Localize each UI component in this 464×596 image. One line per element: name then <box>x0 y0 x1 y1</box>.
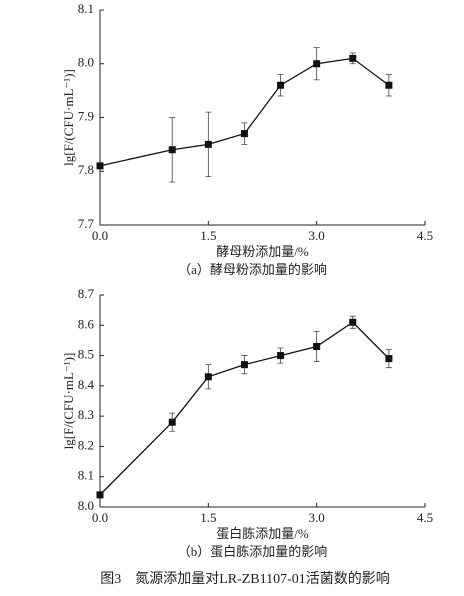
marker <box>277 81 285 89</box>
x-axis-label: 酵母粉添加量/% <box>216 244 309 259</box>
marker <box>96 491 104 499</box>
marker <box>313 60 321 68</box>
line <box>99 321 390 496</box>
x-tick-label: 4.5 <box>417 510 433 525</box>
x-tick-label: 0.0 <box>92 228 108 243</box>
line <box>99 57 390 167</box>
y-tick-label: 7.7 <box>78 216 95 231</box>
marker <box>240 130 248 138</box>
marker <box>240 361 248 369</box>
y-tick-label: 8.2 <box>78 437 94 452</box>
y-tick-label: 8.1 <box>78 1 94 16</box>
marker <box>96 162 104 170</box>
x-tick-label: 1.5 <box>200 510 216 525</box>
y-tick-label: 8.5 <box>78 347 94 362</box>
marker <box>313 342 321 350</box>
marker <box>204 140 212 148</box>
y-tick-label: 7.8 <box>78 162 94 177</box>
y-tick-label: 7.9 <box>78 108 94 123</box>
y-tick-label: 8.6 <box>78 316 95 331</box>
marker <box>385 81 393 89</box>
y-tick-label: 8.0 <box>78 498 94 513</box>
marker <box>168 146 176 154</box>
x-tick-label: 0.0 <box>92 510 108 525</box>
subcaption: （b）蛋白胨添加量的影响 <box>178 544 328 559</box>
marker <box>385 355 393 363</box>
y-tick-label: 8.7 <box>78 286 95 301</box>
x-tick-label: 4.5 <box>417 228 433 243</box>
marker <box>349 318 357 326</box>
y-axis-label: lg[F/(CFU·mL⁻¹)] <box>61 69 76 166</box>
y-tick-label: 8.4 <box>78 377 95 392</box>
y-axis-label: lg[F/(CFU·mL⁻¹)] <box>61 353 76 450</box>
y-tick-label: 8.0 <box>78 55 94 70</box>
subcaption: （a）酵母粉添加量的影响 <box>178 262 327 277</box>
x-tick-label: 3.0 <box>309 228 325 243</box>
x-axis-label: 蛋白胨添加量/% <box>216 526 309 541</box>
x-tick-label: 1.5 <box>200 228 216 243</box>
x-tick-label: 3.0 <box>309 510 325 525</box>
y-tick-label: 8.1 <box>78 468 94 483</box>
y-tick-label: 8.3 <box>78 407 94 422</box>
marker <box>349 54 357 62</box>
marker <box>204 373 212 381</box>
marker <box>168 418 176 426</box>
marker <box>277 352 285 360</box>
figure-caption: 图3 氮源添加量对LR-ZB1107-01活菌数的影响 <box>100 571 390 587</box>
